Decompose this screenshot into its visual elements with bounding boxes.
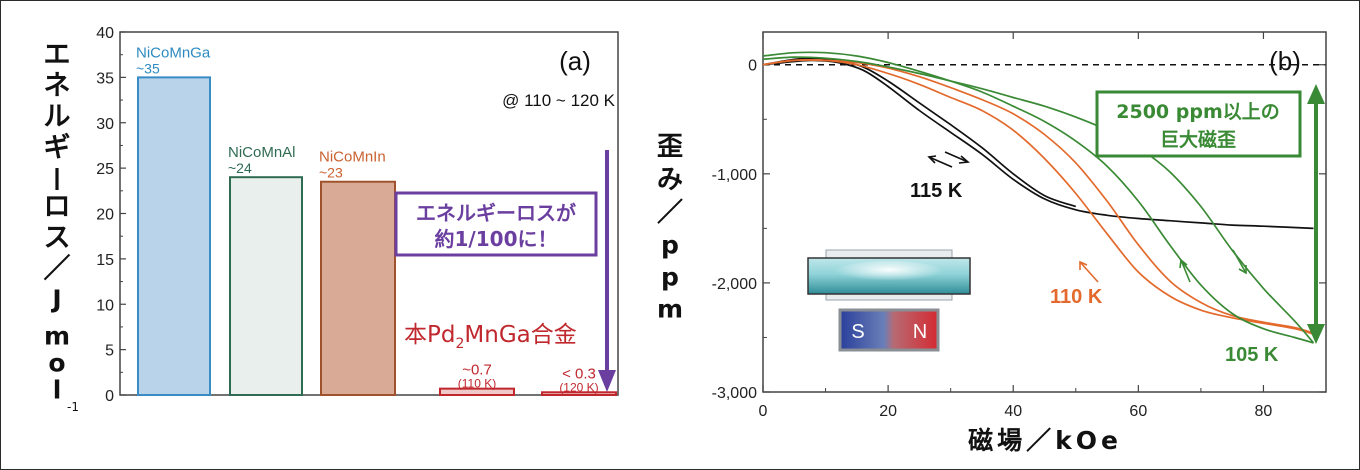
ytick-label: -1,000 (712, 167, 757, 184)
arrow-105-up (1180, 259, 1191, 283)
ytick-label: 0 (748, 58, 757, 75)
ylabel-glyph: m (657, 295, 683, 324)
bar (439, 387, 515, 396)
panel-a-condition: @ 110 ~ 120 K (502, 91, 616, 110)
ytick-label: 5 (105, 343, 114, 360)
ytick-label: 25 (96, 161, 114, 178)
panel-b-plot-frame (762, 31, 1327, 393)
ytick-label: 30 (96, 116, 114, 133)
xtick-label: 60 (1129, 403, 1147, 420)
sweep-direction-arrows (927, 151, 1247, 283)
ylabel-glyph: ／ (657, 198, 683, 228)
ylabel-glyph: p (661, 263, 679, 292)
series-line (762, 58, 1314, 336)
bar (541, 391, 617, 396)
ylabel-glyph: p (661, 231, 679, 260)
panel-a-down-arrow-head (598, 370, 616, 392)
ytick-label: -3,000 (712, 385, 757, 402)
ytick-label: 10 (96, 297, 114, 314)
ylabel-glyph: み (657, 165, 683, 195)
ytick-label: 40 (96, 25, 114, 42)
xtick-label: 40 (1004, 403, 1022, 420)
panel-b-ticks: 0 20 40 60 80 0 -1,000 -2,000 -3,000 (712, 32, 1326, 420)
panel-a-label: (a) (559, 46, 591, 76)
panel-b-callout-box (1095, 90, 1302, 158)
magnet-s-label: S (851, 321, 864, 343)
ylabel-glyph: ロ (44, 192, 71, 223)
sample-crystal-shine (834, 261, 944, 283)
series-label-105k: 105 K (1225, 344, 1279, 366)
ytick-label: -2,000 (712, 276, 757, 293)
xtick-label: 80 (1255, 403, 1273, 420)
ylabel-glyph: ス (44, 223, 71, 254)
panel-a-callout-line1: エネルギーロスが (416, 201, 576, 225)
ylabel-glyph: エ (44, 40, 71, 71)
arrow-115-down-head (927, 155, 937, 164)
arrow-105-up-head (1179, 258, 1188, 269)
ytick-label: 35 (96, 70, 114, 87)
panel-a-bars: NiCoMnGa~35 NiCoMnAl~24 NiCoMnIn~23 ~0.7(11… (136, 44, 617, 396)
bar-value-label: ~24 (228, 160, 252, 176)
bar (320, 180, 396, 396)
bar-value-label: ~23 (319, 165, 343, 181)
panel-a-alloy-label: 本Pd2MnGa合金 (404, 322, 577, 352)
bar-name-label: NiCoMnAl (228, 144, 296, 161)
arrow-115-down (928, 156, 953, 168)
bar-name-label: NiCoMnIn (319, 149, 386, 166)
ylabel-glyph: 歪 (657, 132, 683, 162)
series-line (762, 59, 1314, 334)
bar-name-label: NiCoMnGa (136, 44, 211, 61)
bar-value-label: < 0.3 (562, 365, 596, 382)
ytick-label: 0 (105, 388, 114, 405)
ylabel-glyph: ／ (44, 254, 71, 285)
bar-sublabel: (110 K) (458, 377, 496, 391)
series-label-110k: 110 K (1050, 286, 1103, 308)
arrow-115-up (944, 151, 969, 163)
bar (229, 176, 303, 396)
panel-b-ylabel: 歪み／ppm (657, 132, 683, 324)
ylabel-glyph: m (44, 322, 70, 351)
xtick-label: 20 (879, 403, 897, 420)
panel-b-range-arrow-head-bottom (1307, 324, 1325, 344)
panel-b-range-arrow-head-top (1307, 84, 1325, 104)
ylabel-glyph: ネ (44, 71, 71, 102)
panel-b-series (762, 51, 1315, 344)
ylabel-exponent: -1 (67, 400, 79, 414)
bar (137, 76, 211, 396)
ylabel-glyph: ギ (44, 133, 71, 164)
panel-b-callout-line2: 巨大磁歪 (1160, 128, 1236, 151)
panel-a-callout-box (394, 191, 598, 257)
series-label-115k: 115 K (910, 180, 963, 202)
series-line (762, 59, 1314, 230)
magnet-n-label: N (913, 321, 927, 343)
series-line (762, 51, 1314, 344)
ytick-label: 15 (96, 252, 114, 269)
panel-a-yticks: 0 5 10 15 20 25 30 35 40 (96, 25, 126, 405)
panel-b: 歪み／ppm 0 20 40 60 800-1,000-2,000-3,000 (b) … (657, 31, 1327, 455)
bar-value-label: ~35 (136, 60, 160, 76)
arrow-115-up-head (958, 155, 970, 164)
bar-sublabel: (120 K) (559, 380, 598, 394)
ylabel-glyph: l (53, 376, 62, 405)
xtick-label: 0 (759, 403, 768, 420)
ytick-label: 20 (96, 207, 114, 224)
arrow-110-a-head (1079, 260, 1088, 270)
magnet (838, 308, 940, 352)
panel-a-callout-line2: 約1/100に！ (435, 227, 558, 251)
panel-b-callout-line1: 2500 ppm以上の (1116, 101, 1280, 123)
arrow-110-a (1079, 261, 1099, 283)
bar-value-label: ~0.7 (462, 362, 492, 379)
series-line (762, 56, 1315, 344)
arrow-105-down (1232, 249, 1247, 274)
ylabel-glyph: o (48, 349, 65, 378)
arrow-105-down-head (1238, 265, 1247, 275)
ylabel-glyph: ル (44, 102, 71, 133)
panel-b-label: (b) (1269, 46, 1301, 76)
panel-b-xlabel: 磁場／kOe (968, 426, 1122, 455)
ylabel-glyph: J (50, 285, 61, 314)
